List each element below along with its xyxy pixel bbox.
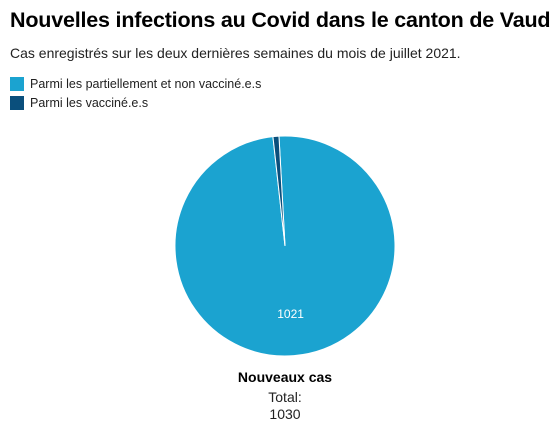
legend-label-unvaccinated: Parmi les partiellement et non vacciné.e…: [30, 76, 262, 91]
chart-subtitle: Cas enregistrés sur les deux dernières s…: [10, 45, 461, 61]
legend-item-vaccinated[interactable]: Parmi les vacciné.e.s: [10, 93, 261, 112]
legend-item-unvaccinated[interactable]: Parmi les partiellement et non vacciné.e…: [10, 74, 261, 93]
legend-swatch-vaccinated: [10, 95, 24, 110]
pie-series-name: Nouveaux cas: [237, 369, 333, 385]
pie-total-value: 1030: [269, 406, 301, 422]
pie-total-label: Total:: [268, 389, 302, 405]
legend-label-vaccinated: Parmi les vacciné.e.s: [30, 95, 149, 110]
pie-slice-vaccinated[interactable]: [272, 135, 286, 247]
legend-swatch-unvaccinated: [10, 76, 24, 91]
pie-data-label-unvaccinated: 1021: [277, 307, 304, 321]
legend: Parmi les partiellement et non vacciné.e…: [10, 74, 261, 112]
chart-title: Nouvelles infections au Covid dans le ca…: [10, 8, 551, 32]
